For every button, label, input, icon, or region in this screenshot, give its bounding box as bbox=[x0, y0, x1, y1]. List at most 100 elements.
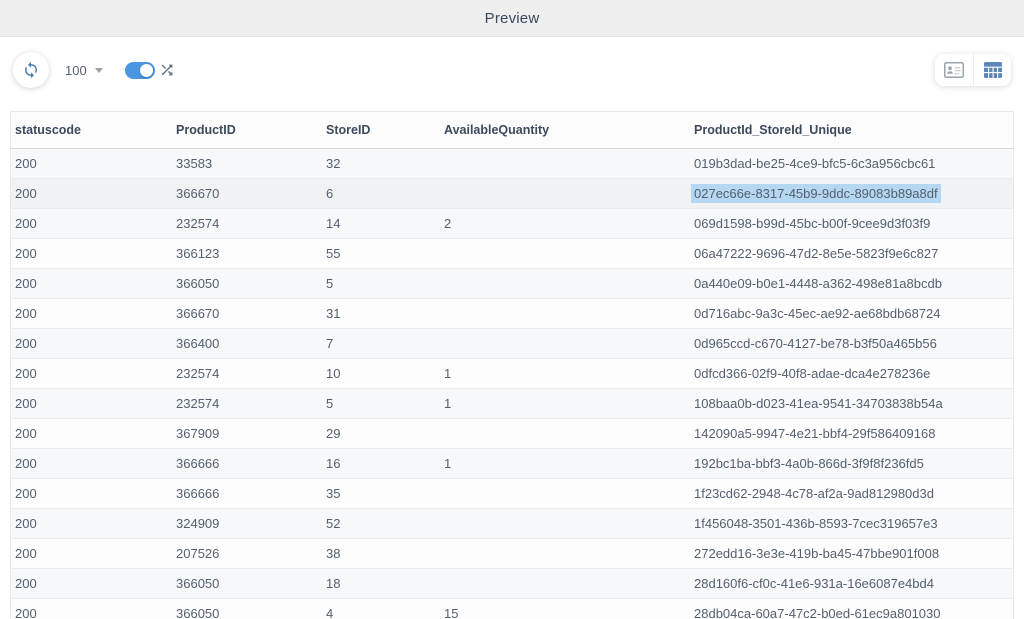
table-cell[interactable]: 06a47222-9696-47d2-8e5e-5823f9e6c827 bbox=[690, 238, 1013, 269]
table-cell[interactable]: 366050 bbox=[172, 268, 322, 299]
table-cell[interactable]: 200 bbox=[11, 178, 172, 209]
table-row: 200 324909 52 1f456048-3501-436b-8593-7cec3… bbox=[11, 508, 1013, 539]
table-cell[interactable]: 0d965ccd-c670-4127-be78-b3f50a465b56 bbox=[690, 328, 1013, 359]
table-cell[interactable]: 232574 bbox=[172, 388, 322, 419]
table-cell[interactable]: 1f23cd62-2948-4c78-af2a-9ad812980d3d bbox=[690, 478, 1013, 509]
refresh-button[interactable] bbox=[13, 52, 49, 88]
table-cell[interactable]: 200 bbox=[11, 208, 172, 239]
table-cell[interactable]: 200 bbox=[11, 568, 172, 599]
table-cell[interactable]: 0a440e09-b0e1-4448-a362-498e81a8bcdb bbox=[690, 268, 1013, 299]
table-cell[interactable]: 0dfcd366-02f9-40f8-adae-dca4e278236e bbox=[690, 358, 1013, 389]
table-cell[interactable] bbox=[440, 148, 690, 179]
table-cell[interactable]: 52 bbox=[322, 508, 440, 539]
table-cell[interactable]: 232574 bbox=[172, 358, 322, 389]
table-row: 200 366666 16 1 192bc1ba-bbf3-4a0b-866d-3f9f… bbox=[11, 448, 1013, 479]
table-cell[interactable]: 367909 bbox=[172, 418, 322, 449]
table-cell[interactable]: 28db04ca-60a7-47c2-b0ed-61ec9a801030 bbox=[690, 598, 1013, 619]
table-cell[interactable]: 019b3dad-be25-4ce9-bfc5-6c3a956cbc61 bbox=[690, 148, 1013, 179]
table-row: 200 366050 4 15 28db04ca-60a7-47c2-b0ed-61ec… bbox=[11, 598, 1013, 619]
table-cell[interactable]: 18 bbox=[322, 568, 440, 599]
table-cell[interactable] bbox=[440, 478, 690, 509]
table-cell[interactable]: 324909 bbox=[172, 508, 322, 539]
table-cell[interactable]: 200 bbox=[11, 358, 172, 389]
table-cell[interactable]: 5 bbox=[322, 268, 440, 299]
table-cell[interactable]: 200 bbox=[11, 148, 172, 179]
table-cell[interactable]: 200 bbox=[11, 598, 172, 619]
table-row: 200 232574 14 2 069d1598-b99d-45bc-b00f-9cee… bbox=[11, 208, 1013, 239]
table-cell[interactable]: 200 bbox=[11, 478, 172, 509]
table-cell[interactable]: 207526 bbox=[172, 538, 322, 569]
table-cell[interactable]: 142090a5-9947-4e21-bbf4-29f586409168 bbox=[690, 418, 1013, 449]
shuffle-toggle-group bbox=[124, 61, 175, 79]
table-cell[interactable]: 232574 bbox=[172, 208, 322, 239]
table-cell[interactable]: 069d1598-b99d-45bc-b00f-9cee9d3f03f9 bbox=[690, 208, 1013, 239]
table-cell[interactable]: 200 bbox=[11, 328, 172, 359]
table-cell[interactable]: 1f456048-3501-436b-8593-7cec319657e3 bbox=[690, 508, 1013, 539]
table-cell[interactable]: 0d716abc-9a3c-45ec-ae92-ae68bdb68724 bbox=[690, 298, 1013, 329]
table-cell[interactable]: 10 bbox=[322, 358, 440, 389]
table-row: 200 366666 35 1f23cd62-2948-4c78-af2a-9ad81… bbox=[11, 478, 1013, 509]
table-cell[interactable]: 366123 bbox=[172, 238, 322, 269]
table-cell[interactable]: 31 bbox=[322, 298, 440, 329]
card-view-button[interactable] bbox=[935, 54, 973, 86]
table-cell[interactable] bbox=[440, 328, 690, 359]
table-cell[interactable]: 16 bbox=[322, 448, 440, 479]
table-cell[interactable] bbox=[440, 418, 690, 449]
table-cell[interactable]: 6 bbox=[322, 178, 440, 209]
table-cell[interactable]: 7 bbox=[322, 328, 440, 359]
table-cell[interactable]: 15 bbox=[440, 598, 690, 619]
table-cell[interactable]: 200 bbox=[11, 418, 172, 449]
table-cell[interactable]: 33583 bbox=[172, 148, 322, 179]
table-cell[interactable]: 192bc1ba-bbf3-4a0b-866d-3f9f8f236fd5 bbox=[690, 448, 1013, 479]
table-cell[interactable]: 5 bbox=[322, 388, 440, 419]
table-cell[interactable]: 200 bbox=[11, 538, 172, 569]
table-cell[interactable]: 366670 bbox=[172, 298, 322, 329]
table-cell[interactable]: 200 bbox=[11, 238, 172, 269]
table-cell[interactable]: 1 bbox=[440, 388, 690, 419]
table-cell[interactable]: 4 bbox=[322, 598, 440, 619]
card-view-icon bbox=[944, 62, 964, 78]
table-view-button[interactable] bbox=[973, 54, 1011, 86]
table-cell[interactable]: 1 bbox=[440, 358, 690, 389]
table-cell[interactable]: 2 bbox=[440, 208, 690, 239]
table-cell[interactable]: 366050 bbox=[172, 598, 322, 619]
table-cell[interactable]: 366400 bbox=[172, 328, 322, 359]
table-cell[interactable] bbox=[440, 178, 690, 209]
table-cell[interactable]: 28d160f6-cf0c-41e6-931a-16e6087e4bd4 bbox=[690, 568, 1013, 599]
page-size-dropdown[interactable]: 100 bbox=[65, 63, 103, 78]
table-cell[interactable] bbox=[440, 568, 690, 599]
table-cell[interactable] bbox=[440, 298, 690, 329]
table-cell[interactable] bbox=[440, 508, 690, 539]
table-cell[interactable]: 200 bbox=[11, 298, 172, 329]
table-cell[interactable]: 32 bbox=[322, 148, 440, 179]
table-cell[interactable]: 38 bbox=[322, 538, 440, 569]
table-cell[interactable]: 027ec66e-8317-45b9-9ddc-89083b89a8df bbox=[690, 178, 1013, 209]
table-cell[interactable]: 366670 bbox=[172, 178, 322, 209]
table-cell[interactable]: 14 bbox=[322, 208, 440, 239]
table-cell[interactable]: 366666 bbox=[172, 448, 322, 479]
table-cell[interactable] bbox=[440, 268, 690, 299]
table-cell[interactable] bbox=[440, 538, 690, 569]
table-cell[interactable] bbox=[440, 238, 690, 269]
table-row: 200 366050 18 28d160f6-cf0c-41e6-931a-16e60… bbox=[11, 568, 1013, 599]
table-cell[interactable]: 366050 bbox=[172, 568, 322, 599]
table-cell[interactable]: 200 bbox=[11, 268, 172, 299]
table-cell[interactable]: 1 bbox=[440, 448, 690, 479]
table-cell[interactable]: 366666 bbox=[172, 478, 322, 509]
table-cell[interactable]: 29 bbox=[322, 418, 440, 449]
table-cell[interactable]: 272edd16-3e3e-419b-ba45-47bbe901f008 bbox=[690, 538, 1013, 569]
table-cell[interactable]: 200 bbox=[11, 448, 172, 479]
table-row: 200 232574 5 1 108baa0b-d023-41ea-9541-34703… bbox=[11, 388, 1013, 419]
table-grid-icon bbox=[983, 62, 1002, 78]
table-cell[interactable]: 200 bbox=[11, 508, 172, 539]
table-row: 200 367909 29 142090a5-9947-4e21-bbf4-29f58… bbox=[11, 418, 1013, 449]
table-cell[interactable]: 55 bbox=[322, 238, 440, 269]
table-row: 200 366123 55 06a47222-9696-47d2-8e5e-5823f… bbox=[11, 238, 1013, 269]
toolbar-left-group: 100 bbox=[13, 52, 175, 88]
column-header: ProductID bbox=[172, 112, 322, 149]
table-row: 200 366670 6 027ec66e-8317-45b9-9ddc-89083b… bbox=[11, 178, 1013, 209]
shuffle-toggle[interactable] bbox=[124, 61, 155, 79]
table-cell[interactable]: 200 bbox=[11, 388, 172, 419]
table-cell[interactable]: 35 bbox=[322, 478, 440, 509]
table-cell[interactable]: 108baa0b-d023-41ea-9541-34703838b54a bbox=[690, 388, 1013, 419]
